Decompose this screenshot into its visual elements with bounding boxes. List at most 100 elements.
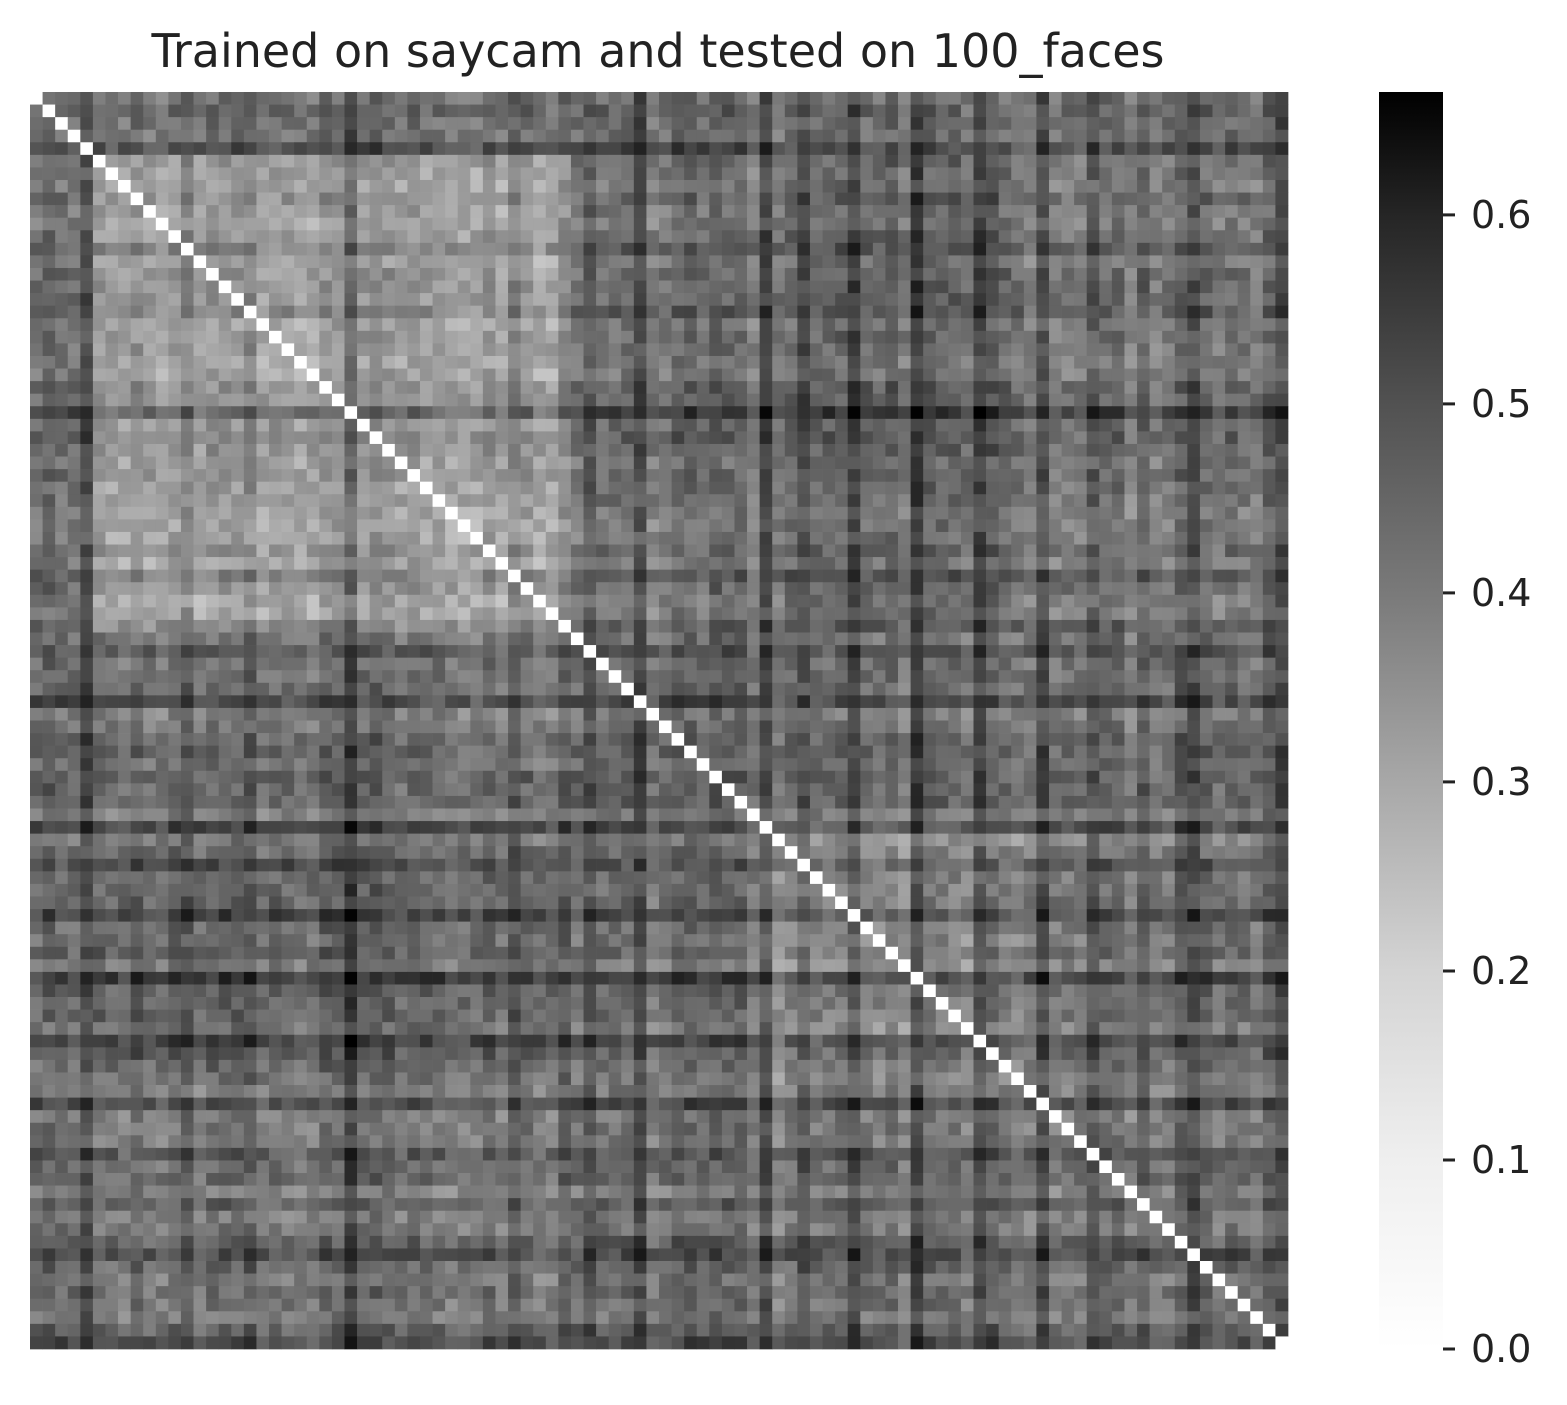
heatmap-cell	[1162, 670, 1176, 684]
heatmap-cell	[860, 670, 874, 684]
heatmap-cell	[797, 682, 811, 696]
heatmap-cell	[482, 594, 496, 608]
heatmap-cell	[1074, 381, 1088, 395]
heatmap-cell	[168, 343, 182, 357]
heatmap-cell	[92, 381, 106, 395]
heatmap-cell	[898, 682, 911, 696]
heatmap-cell	[596, 670, 610, 684]
heatmap-cell	[545, 670, 559, 684]
heatmap-cell	[545, 406, 559, 420]
heatmap-cell	[1111, 104, 1125, 118]
heatmap-cell	[973, 293, 987, 307]
heatmap-cell	[256, 481, 270, 495]
heatmap-cell	[508, 104, 521, 118]
heatmap-cell	[1048, 619, 1062, 633]
heatmap-cell	[168, 280, 182, 294]
heatmap-cell	[344, 393, 358, 407]
heatmap-cell	[570, 443, 584, 457]
heatmap-cell	[445, 456, 459, 470]
heatmap-cell	[948, 343, 962, 357]
heatmap-cell	[709, 645, 723, 658]
heatmap-cell	[180, 657, 194, 671]
heatmap-cell	[180, 443, 194, 457]
heatmap-cell	[67, 456, 81, 470]
heatmap-cell	[809, 381, 823, 395]
heatmap-cell	[482, 92, 496, 105]
heatmap-cell	[294, 544, 308, 558]
heatmap-cell	[596, 217, 610, 231]
heatmap-cell	[696, 531, 710, 545]
heatmap-cell	[1237, 418, 1251, 432]
heatmap-cell	[92, 92, 106, 105]
heatmap-cell	[570, 481, 584, 495]
heatmap-cell	[910, 657, 924, 671]
heatmap-cell	[1086, 293, 1100, 307]
heatmap-cell	[621, 645, 635, 658]
heatmap-cell	[1048, 267, 1062, 281]
heatmap-cell	[696, 142, 710, 156]
heatmap-cell	[558, 343, 572, 357]
heatmap-cell	[684, 594, 698, 608]
heatmap-cell	[923, 192, 937, 206]
heatmap-cell	[394, 280, 408, 294]
heatmap-cell	[394, 267, 408, 281]
heatmap-cell	[206, 481, 220, 495]
heatmap-cell	[1074, 657, 1088, 671]
heatmap-cell	[357, 368, 371, 382]
heatmap-cell	[243, 267, 257, 281]
heatmap-cell	[948, 481, 962, 495]
heatmap-cell	[1174, 557, 1188, 571]
heatmap-cell	[1137, 531, 1150, 545]
heatmap-cell	[80, 418, 94, 432]
heatmap-cell	[721, 305, 735, 319]
heatmap-cell	[369, 582, 383, 596]
heatmap-cell	[734, 594, 748, 608]
heatmap-cell	[696, 179, 710, 193]
heatmap-cell	[520, 406, 534, 420]
heatmap-cell	[1011, 192, 1025, 206]
heatmap-cell	[67, 695, 81, 709]
heatmap-cell	[1174, 217, 1188, 231]
heatmap-cell	[231, 569, 245, 583]
heatmap-cell	[734, 242, 748, 256]
heatmap-cell	[1212, 293, 1226, 307]
heatmap-cell	[180, 92, 194, 105]
heatmap-cell	[822, 443, 836, 457]
heatmap-cell	[143, 343, 157, 357]
heatmap-cell	[180, 318, 194, 332]
heatmap-cell	[231, 406, 245, 420]
heatmap-cell	[130, 217, 144, 231]
heatmap-cell	[1250, 582, 1264, 596]
heatmap-cell	[659, 481, 672, 495]
heatmap-cell	[1275, 506, 1289, 520]
heatmap-cell	[570, 531, 584, 545]
heatmap-cell	[180, 280, 194, 294]
heatmap-cell	[596, 205, 610, 219]
heatmap-cell	[935, 707, 949, 721]
heatmap-cell	[256, 92, 270, 105]
heatmap-cell	[508, 707, 521, 721]
heatmap-cell	[960, 192, 974, 206]
heatmap-cell	[357, 192, 371, 206]
heatmap-cell	[269, 142, 282, 156]
heatmap-cell	[533, 519, 547, 533]
heatmap-cell	[872, 557, 886, 571]
heatmap-cell	[1023, 242, 1037, 256]
heatmap-cell	[331, 318, 345, 332]
heatmap-cell	[809, 619, 823, 633]
heatmap-cell	[608, 670, 622, 684]
heatmap-cell	[482, 267, 496, 281]
heatmap-cell	[986, 280, 1000, 294]
heatmap-cell	[835, 695, 849, 709]
heatmap-cell	[331, 519, 345, 533]
heatmap-cell	[747, 406, 760, 420]
heatmap-cell	[1061, 205, 1075, 219]
heatmap-cell	[1048, 179, 1062, 193]
heatmap-cell	[281, 695, 295, 709]
heatmap-cell	[646, 582, 660, 596]
heatmap-cell	[231, 544, 245, 558]
heatmap-cell	[331, 154, 345, 168]
heatmap-cell	[772, 205, 786, 219]
heatmap-cell	[822, 594, 836, 608]
